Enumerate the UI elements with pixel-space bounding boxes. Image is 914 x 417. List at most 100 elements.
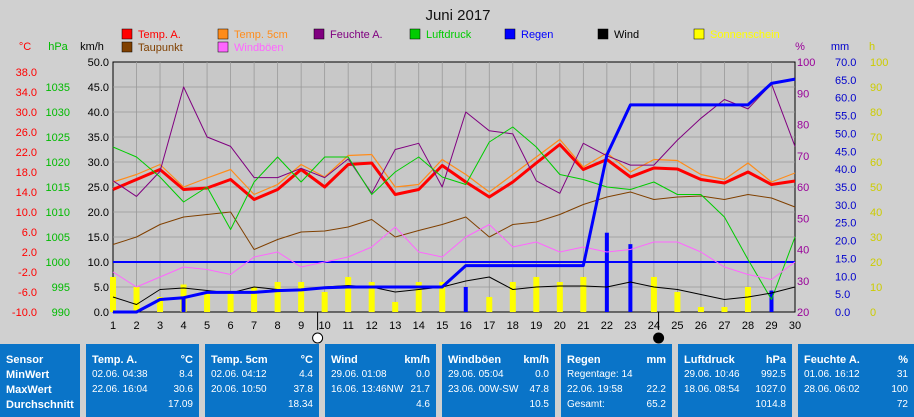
stats-block-temp--5cm: Temp. 5cm °C 02.06. 04:12 4.4 20.06. 10:50 37…	[205, 344, 319, 417]
stat-min-time: 29.06. 05:04	[448, 369, 504, 380]
x-tick-label: 9	[298, 320, 304, 332]
moon-phases	[312, 312, 665, 344]
legend-swatch	[504, 28, 516, 40]
legend-swatch	[121, 41, 133, 53]
stats-separator	[672, 344, 678, 417]
y-tick-label: 15.0	[835, 253, 856, 265]
y-tick-label: 30.0	[16, 107, 37, 119]
stat-avg-row: Gesamt: 65.2	[567, 399, 666, 411]
stat-max-time: 28.06. 06:02	[804, 384, 860, 395]
stat-max-row: 22.06. 16:04 30.6	[92, 384, 193, 396]
weather-chart: Juni 2017 Temp. A. Temp. 5cm Feuchte A. Luf…	[11, 7, 889, 344]
bar-regen--tag-	[463, 287, 468, 312]
stat-avg-row: 10.5	[448, 399, 549, 411]
stat-avg-row: 72	[804, 399, 908, 411]
stats-block-temp--a-: Temp. A. °C 02.06. 04:38 8.4 22.06. 16:04 30.…	[86, 344, 199, 417]
x-tick-label: 8	[275, 320, 281, 332]
y-tick-label: 18.0	[16, 167, 37, 179]
bar-sonnenschein	[298, 282, 305, 312]
stat-max-value: 30.6	[173, 384, 193, 395]
x-tick-label: 14	[413, 320, 425, 332]
stat-avg-value: 4.6	[416, 399, 430, 410]
y-tick-label: 990	[52, 307, 70, 319]
bar-sonnenschein	[251, 287, 258, 312]
x-tick-label: 29	[765, 320, 777, 332]
stats-block-windb-en: Windböen km/h 29.06. 05:04 0.0 23.06. 00W-SW…	[442, 344, 555, 417]
series-line-taupunkt	[112, 191, 796, 250]
bar-sonnenschein	[274, 282, 281, 312]
y-tick-label: -2.0	[18, 267, 37, 279]
x-tick-label: 21	[577, 320, 589, 332]
y-tick-label: 100	[870, 57, 888, 69]
axis-unit-label: mm	[831, 41, 849, 53]
stat-max-row: 22.06. 19:58 22.2	[567, 384, 666, 396]
stat-min-value: 0.0	[416, 369, 430, 380]
y-tick-label: -10.0	[12, 307, 37, 319]
series-lines	[112, 77, 796, 314]
stat-avg-row: 1014.8	[684, 399, 786, 411]
legend-label: Regen	[521, 29, 553, 41]
stat-min-value: 4.4	[299, 369, 313, 380]
y-tick-label: 30.0	[88, 157, 109, 169]
stat-avg-value: 65.2	[646, 399, 666, 410]
axis-unit-label: km/h	[80, 41, 104, 53]
legend-label: Luftdruck	[426, 29, 472, 41]
stats-block-feuchte-a-: Feuchte A.% 01.06. 16:12 31 28.06. 06:02 100…	[798, 344, 914, 417]
stat-min-time: 02.06. 04:12	[211, 369, 267, 380]
y-tick-label: 40.0	[835, 164, 856, 176]
chart-title: Juni 2017	[425, 7, 490, 24]
y-tick-label: 55.0	[835, 111, 856, 123]
legend-label: Feuchte A.	[330, 29, 383, 41]
y-tick-label: 1015	[46, 182, 70, 194]
y-tick-label: 22.0	[16, 147, 37, 159]
y-tick-label: -6.0	[18, 287, 37, 299]
y-tick-label: 1025	[46, 132, 70, 144]
y-axes: -10.0 -6.0 -2.0 2.0 6.0 10.0 14.0 18.0 22.0 26.0 3…	[12, 57, 888, 319]
x-tick-label: 13	[389, 320, 401, 332]
x-tick-label: 11	[342, 320, 353, 332]
legend-swatch	[313, 28, 325, 40]
x-tick-label: 1	[110, 320, 116, 332]
x-tick-label: 28	[742, 320, 754, 332]
y-tick-label: 30	[870, 232, 882, 244]
x-tick-label: 3	[157, 320, 163, 332]
bar-sonnenschein	[110, 277, 116, 312]
series-line-windb-en	[112, 224, 796, 288]
stat-max-time: 22.06. 19:58	[567, 384, 623, 395]
stat-avg-value: 1014.8	[755, 399, 786, 410]
y-tick-label: 10.0	[16, 207, 37, 219]
y-tick-label: 5.0	[835, 289, 850, 301]
y-tick-label: 25.0	[835, 218, 856, 230]
label-min: MinWert	[6, 369, 50, 381]
x-tick-label: 16	[460, 320, 472, 332]
x-tick-label: 10	[319, 320, 331, 332]
y-tick-label: 65.0	[835, 75, 856, 87]
y-tick-label: 60	[797, 182, 809, 194]
y-tick-label: 1005	[46, 232, 70, 244]
y-tick-label: 15.0	[88, 232, 109, 244]
stats-labels: Sensor MinWert MaxWert Durchschnitt	[0, 344, 80, 417]
stats-separator	[199, 344, 205, 417]
legend-label: Temp. 5cm	[234, 29, 288, 41]
stat-max-value: 21.7	[410, 384, 430, 395]
y-tick-label: 20	[797, 307, 809, 319]
y-tick-label: 1020	[46, 157, 70, 169]
stats-unit: mm	[646, 354, 666, 366]
stat-min-time: 29.06. 10:46	[684, 369, 740, 380]
bar-sonnenschein	[509, 282, 516, 312]
stat-min-value: 992.5	[760, 369, 786, 380]
x-tick-label: 24	[648, 320, 660, 332]
stat-avg-row: 18.34	[211, 399, 313, 411]
stats-block-wind: Wind km/h 29.06. 01:08 0.0 16.06. 13:46NW 21.…	[325, 344, 436, 417]
y-tick-label: 90	[797, 88, 809, 100]
bar-sonnenschein	[204, 292, 211, 312]
stats-separator	[319, 344, 325, 417]
stats-unit: %	[898, 354, 908, 366]
legend-swatch	[217, 28, 229, 40]
bar-sonnenschein	[415, 282, 422, 312]
stats-unit: hPa	[765, 354, 786, 366]
stats-separator	[792, 344, 798, 417]
x-axis: 1 2 3 4 5 6 7 8 9 10 11 12 13 14 15 16 17 18 19 20 21 22 23 24 2…	[110, 320, 801, 332]
y-tick-label: 40	[870, 207, 882, 219]
stats-unit: °C	[180, 354, 193, 366]
